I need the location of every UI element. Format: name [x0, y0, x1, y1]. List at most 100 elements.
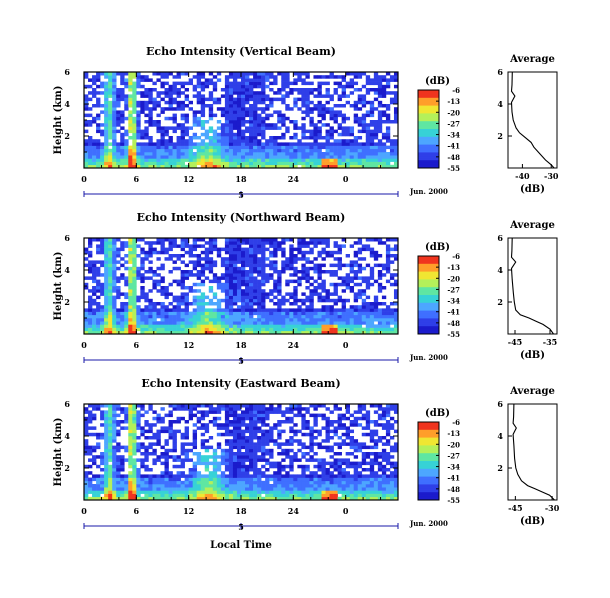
heatmap-cell: [124, 314, 129, 319]
heatmap-cell: [116, 91, 121, 95]
heatmap-cell: [317, 266, 322, 271]
colorbar-segment: [418, 318, 439, 321]
heatmap-cell: [389, 148, 395, 153]
heatmap-cell: [317, 464, 322, 469]
heatmap-cell: [289, 145, 294, 150]
colorbar-segment: [418, 127, 439, 130]
heatmap-cell: [164, 100, 169, 105]
heatmap-cell: [208, 480, 214, 485]
heatmap-cell: [321, 477, 326, 482]
heatmap-cell: [321, 493, 326, 498]
heatmap-cell: [188, 448, 193, 453]
heatmap-cell: [257, 308, 262, 312]
heatmap-cell: [192, 321, 198, 325]
heatmap-cell: [381, 132, 387, 137]
heatmap-cell: [176, 244, 181, 248]
heatmap-cell: [228, 257, 234, 261]
heatmap-cell: [389, 152, 395, 156]
heatmap-cell: [329, 474, 334, 478]
heatmap-cell: [245, 490, 250, 494]
heatmap-cell: [341, 321, 346, 325]
heatmap-cell: [144, 129, 149, 134]
heatmap-cell: [136, 81, 141, 86]
heatmap-cell: [365, 100, 371, 105]
heatmap-cell: [313, 484, 318, 488]
heatmap-cell: [228, 132, 234, 137]
heatmap-cell: [192, 327, 198, 332]
heatmap-cell: [180, 295, 185, 300]
heatmap-cell: [317, 107, 322, 111]
heatmap-cell: [377, 75, 383, 79]
heatmap-cell: [273, 426, 278, 430]
colorbar-segment: [418, 279, 439, 282]
heatmap-cell: [249, 161, 254, 166]
heatmap-cell: [245, 474, 250, 478]
heatmap-cell: [196, 496, 202, 500]
heatmap-cell: [273, 260, 278, 264]
heatmap-cell: [365, 282, 371, 287]
heatmap-cell: [196, 142, 202, 146]
heatmap-cell: [196, 81, 202, 86]
heatmap-cell: [281, 241, 286, 245]
heatmap-cell: [96, 161, 101, 166]
heatmap-cell: [208, 484, 214, 488]
heatmap-cell: [132, 250, 137, 255]
heatmap-cell: [313, 452, 318, 456]
heatmap-cell: [337, 257, 342, 261]
heatmap-cell: [329, 145, 334, 150]
heatmap-cell: [128, 78, 133, 82]
heatmap-cell: [333, 292, 338, 296]
heatmap-cell: [204, 324, 210, 328]
heatmap-cell: [120, 241, 125, 245]
heatmap-cell: [176, 484, 181, 488]
heatmap-cell: [168, 484, 173, 488]
heatmap-cell: [249, 407, 254, 411]
heatmap-cell: [84, 490, 89, 494]
heatmap-cell: [132, 72, 137, 76]
heatmap-cell: [285, 266, 290, 271]
heatmap-cell: [249, 318, 254, 322]
heatmap-cell: [152, 461, 157, 466]
heatmap-cell: [341, 84, 346, 89]
heatmap-cell: [289, 496, 294, 500]
heatmap-cell: [321, 471, 326, 475]
heatmap-cell: [349, 129, 355, 134]
heatmap-cell: [224, 123, 230, 127]
heatmap-cell: [128, 305, 133, 309]
heatmap-cell: [136, 305, 141, 309]
heatmap-cell: [188, 410, 193, 414]
heatmap-cell: [176, 490, 181, 494]
heatmap-cell: [136, 487, 141, 491]
heatmap-cell: [365, 113, 371, 118]
heatmap-cell: [200, 107, 206, 111]
heatmap-cell: [365, 81, 371, 86]
heatmap-cell: [232, 429, 238, 434]
heatmap-cell: [92, 314, 97, 319]
heatmap-cell: [160, 142, 165, 146]
heatmap-cell: [200, 94, 206, 98]
heatmap-cell: [184, 420, 189, 424]
heatmap-cell: [116, 330, 121, 334]
heatmap-cell: [208, 436, 214, 440]
heatmap-cell: [112, 250, 117, 255]
heatmap-cell: [176, 420, 181, 424]
heatmap-cell: [132, 420, 137, 424]
heatmap-cell: [156, 311, 161, 316]
heatmap-cell: [180, 487, 185, 491]
heatmap-cell: [204, 295, 210, 300]
heatmap-cell: [377, 318, 383, 322]
heatmap-cell: [208, 496, 214, 500]
heatmap-cell: [281, 474, 286, 478]
heatmap-cell: [164, 132, 169, 137]
heatmap-cell: [365, 148, 371, 153]
heatmap-cell: [136, 161, 141, 166]
heatmap-cell: [160, 416, 165, 421]
heatmap-cell: [188, 416, 193, 421]
heatmap-cell: [224, 257, 230, 261]
heatmap-cell: [192, 330, 198, 334]
heatmap-cell: [228, 88, 234, 92]
heatmap-cell: [132, 263, 137, 268]
heatmap-cell: [136, 410, 141, 414]
heatmap-cell: [108, 452, 113, 456]
heatmap-cell: [132, 311, 137, 316]
